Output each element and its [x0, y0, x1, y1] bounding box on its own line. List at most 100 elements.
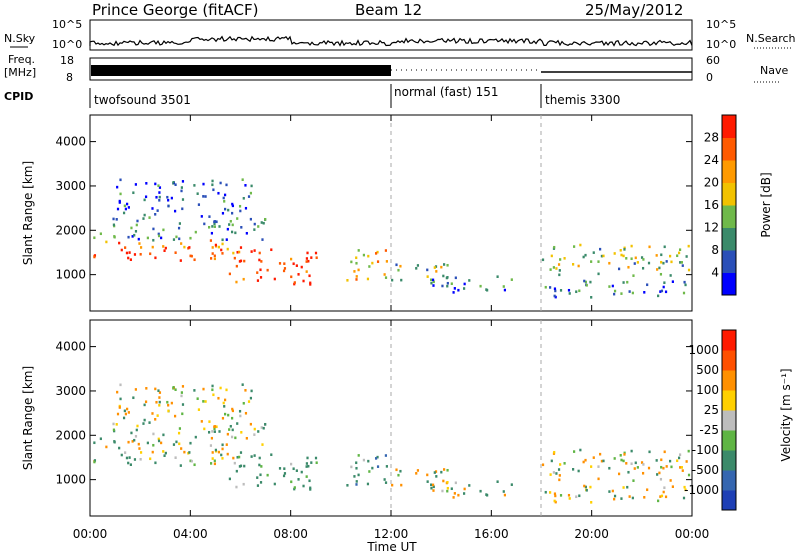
power-scatter-cell [167, 204, 170, 208]
power-scatter-cell [430, 281, 433, 285]
power-scatter-cell [678, 248, 682, 252]
power-colorbar-cell [722, 205, 736, 228]
velocity-scatter-cell [657, 499, 660, 503]
power-scatter-cell [175, 235, 178, 239]
velocity-scatter-cell [309, 488, 312, 491]
power-colorbar-cell [722, 250, 736, 273]
velocity-scatter-cell [632, 479, 635, 482]
power-colorbar-cell [722, 182, 736, 206]
velocity-colorbar-tick: 1000 [688, 343, 719, 357]
velocity-scatter-cell [585, 488, 588, 492]
velocity-scatter-cell [446, 468, 449, 472]
power-scatter-cell [630, 244, 633, 248]
velocity-scatter-cell [435, 475, 438, 478]
velocity-scatter-cell [222, 401, 225, 405]
velocity-scatter-cell [221, 457, 224, 460]
power-scatter-cell [620, 253, 623, 257]
velocity-scatter-cell [213, 462, 217, 466]
power-scatter-cell [232, 251, 235, 255]
velocity-scatter-cell [590, 501, 593, 504]
velocity-scatter-cell [619, 454, 622, 457]
cpid-segment-normal: normal (fast) 151 [394, 85, 498, 99]
power-scatter-cell [634, 256, 637, 260]
velocity-scatter-cell [552, 452, 556, 455]
power-scatter-cell [366, 277, 370, 281]
velocity-scatter-cell [450, 487, 453, 491]
power-scatter-cell [244, 184, 247, 187]
power-scatter-cell [193, 184, 196, 187]
date-title: 25/May/2012 [585, 1, 683, 19]
power-scatter-cell [355, 275, 358, 278]
power-scatter-cell [309, 283, 312, 286]
velocity-scatter-cell [662, 490, 665, 494]
power-scatter-cell [684, 283, 687, 287]
power-scatter-cell [200, 215, 203, 218]
power-scatter-cell [239, 259, 243, 263]
power-scatter-cell [253, 249, 256, 252]
velocity-scatter-cell [264, 422, 267, 426]
power-scatter-cell [129, 258, 132, 261]
velocity-scatter-cell [270, 453, 273, 457]
velocity-scatter-cell [157, 389, 160, 393]
velocity-scatter-cell [243, 464, 246, 468]
power-scatter-cell [124, 246, 127, 249]
power-scatter-cell [177, 226, 181, 230]
power-scatter-cell [158, 195, 161, 199]
power-scatter-cell [225, 183, 228, 187]
power-scatter-cell [219, 181, 222, 185]
power-scatter-cell [211, 183, 214, 187]
velocity-scatter-cell [145, 387, 148, 390]
velocity-scatter-cell [173, 414, 177, 418]
velocity-scatter-cell [123, 409, 126, 413]
power-scatter-cell [282, 269, 286, 273]
power-scatter-cell [613, 252, 616, 255]
power-scatter-cell [415, 267, 418, 270]
cpid-label: CPID [4, 90, 33, 103]
velocity-scatter-cell [659, 495, 662, 498]
freq-panel: Freq. [MHz] 18 8 60 0 Nave [4, 53, 788, 84]
velocity-scatter-cell [221, 443, 224, 447]
nsky-left-tick-top: 10^5 [52, 18, 82, 31]
velocity-scatter-cell [223, 398, 227, 402]
velocity-scatter-cell [262, 426, 265, 430]
power-scatter-cell [589, 280, 592, 284]
velocity-scatter-cell [227, 413, 230, 417]
power-scatter-cell [631, 291, 634, 295]
velocity-scatter-cell [659, 477, 663, 481]
power-scatter-cell [196, 192, 199, 195]
power-scatter-cell [213, 222, 216, 226]
power-scatter-cell [160, 236, 163, 240]
velocity-scatter-cell [158, 391, 162, 394]
velocity-scatter-cell [158, 396, 161, 399]
power-scatter-cell [613, 292, 616, 296]
power-scatter-cell [170, 196, 173, 200]
power-scatter-cell [583, 279, 586, 283]
power-scatter-cell [559, 258, 562, 261]
velocity-scatter-cell [617, 472, 621, 476]
power-scatter-cell [431, 278, 435, 282]
power-scatter-cell [217, 191, 220, 195]
power-scatter-cell [297, 273, 300, 276]
power-scatter-cell [236, 217, 239, 220]
power-scatter-cell [249, 217, 252, 221]
power-scatter-cell [120, 248, 123, 252]
velocity-scatter-cell [660, 465, 663, 469]
velocity-scatter-cell [167, 403, 170, 407]
power-scatter-cell [443, 263, 446, 266]
velocity-scatter-cell [452, 496, 455, 499]
velocity-scatter-cell [213, 430, 216, 433]
power-scatter-cell [181, 180, 185, 183]
velocity-scatter-cell [589, 485, 592, 489]
power-scatter-cell [446, 281, 449, 285]
power-scatter-cell [132, 191, 135, 195]
velocity-scatter-cell [625, 462, 628, 465]
power-scatter-cell [640, 256, 644, 259]
power-scatter-cell [623, 248, 626, 251]
velocity-scatter-cell [142, 422, 145, 425]
velocity-scatter-cell [366, 482, 370, 486]
nave-right-tick-bottom: 0 [706, 71, 713, 84]
power-scatter-cell [208, 215, 211, 218]
velocity-scatter-cell [154, 461, 157, 465]
power-scatter-cell [681, 264, 684, 267]
velocity-scatter-cell [430, 483, 433, 487]
